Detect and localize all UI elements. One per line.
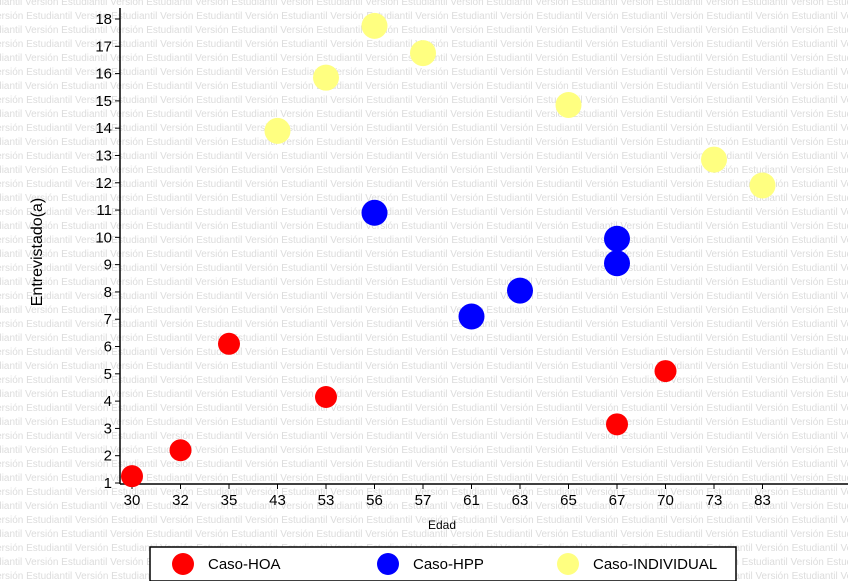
y-tick-label: 4 (104, 393, 112, 410)
x-tick-label: 56 (366, 492, 383, 509)
legend-marker (557, 553, 579, 575)
y-tick-label: 1 (104, 475, 112, 492)
x-tick-label: 57 (415, 492, 432, 509)
y-tick-label: 18 (95, 11, 112, 28)
y-tick-label: 14 (95, 120, 112, 137)
legend: Caso-HOA Caso-HPP Caso-INDIVIDUAL (149, 546, 737, 581)
y-axis-title: Entrevistado(a) (29, 198, 46, 307)
legend-marker (172, 553, 194, 575)
data-point-caso-hoa (654, 360, 677, 383)
y-tick-label: 15 (95, 93, 112, 110)
data-point-caso-hpp (458, 303, 485, 330)
legend-box (149, 546, 737, 581)
x-ticks: 30 32 35 43 53 56 57 61 63 65 67 70 73 83 (124, 484, 771, 509)
data-point-caso-individual (410, 40, 436, 67)
y-tick-label: 6 (104, 339, 112, 356)
data-point-caso-individual (555, 91, 582, 118)
data-point-caso-hoa (121, 465, 143, 488)
y-tick-label: 13 (95, 147, 112, 164)
x-tick-label: 67 (609, 492, 626, 509)
x-tick-label: 32 (172, 492, 189, 509)
x-tick-label: 83 (754, 492, 771, 509)
data-point-caso-individual (264, 117, 291, 144)
y-tick-label: 7 (104, 311, 112, 328)
y-tick-label: 2 (104, 448, 112, 465)
x-tick-label: 63 (512, 492, 529, 509)
data-point-caso-individual (701, 146, 727, 173)
data-point-caso-hoa (315, 386, 337, 409)
x-tick-label: 30 (124, 492, 141, 509)
axes (119, 8, 848, 485)
data-point-caso-hpp (507, 277, 533, 304)
data-point-caso-individual (313, 64, 339, 91)
x-tick-label: 70 (657, 492, 674, 509)
x-tick-label: 73 (706, 492, 723, 509)
y-tick-label: 9 (104, 257, 112, 274)
y-tick-label: 17 (95, 38, 112, 55)
data-point-caso-individual (749, 172, 776, 199)
x-tick-label: 35 (221, 492, 238, 509)
data-point-caso-hpp (604, 250, 630, 277)
y-tick-label: 16 (95, 66, 112, 83)
legend-marker (377, 553, 399, 575)
x-tick-label: 53 (318, 492, 335, 509)
y-tick-label: 10 (95, 229, 112, 246)
data-points (121, 12, 776, 488)
data-point-caso-hoa (606, 413, 628, 436)
legend-label: Caso-INDIVIDUAL (593, 556, 717, 573)
legend-label: Caso-HPP (413, 556, 484, 573)
data-point-caso-individual (361, 12, 388, 39)
data-point-caso-hpp (361, 199, 388, 226)
x-tick-label: 43 (269, 492, 286, 509)
legend-label: Caso-HOA (208, 556, 281, 573)
y-tick-label: 11 (96, 202, 112, 219)
x-tick-label: 65 (560, 492, 577, 509)
data-point-caso-hoa (169, 439, 192, 462)
y-tick-label: 12 (95, 175, 112, 192)
y-tick-label: 3 (104, 420, 112, 437)
y-tick-label: 8 (104, 284, 112, 301)
x-tick-label: 61 (463, 492, 480, 509)
y-tick-label: 5 (104, 366, 112, 383)
data-point-caso-hoa (218, 332, 240, 355)
data-point-caso-hpp (604, 225, 630, 252)
x-axis-title: Edad (428, 518, 456, 532)
